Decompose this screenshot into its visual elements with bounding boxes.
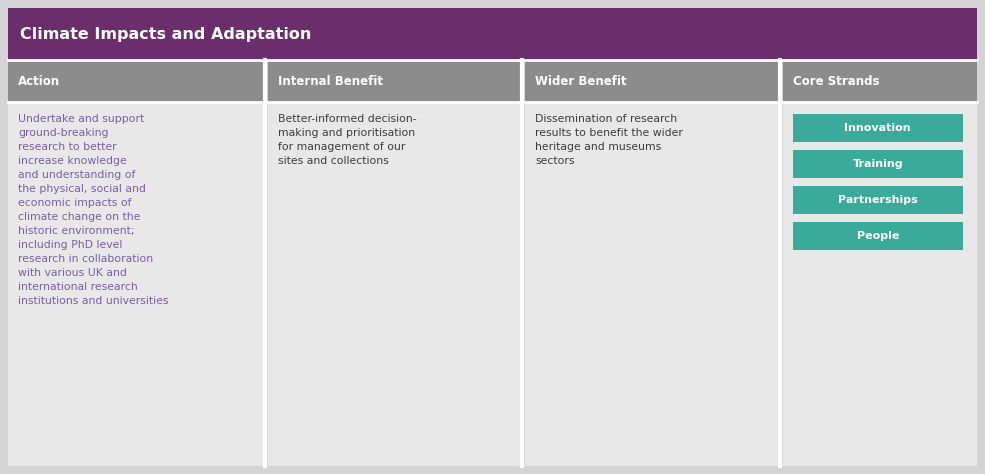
Text: Internal Benefit: Internal Benefit: [278, 74, 383, 88]
Bar: [793, 186, 963, 214]
Bar: [268, 102, 522, 466]
Bar: [793, 114, 963, 142]
Text: Better-informed decision-
making and prioritisation
for management of our
sites : Better-informed decision- making and pri…: [278, 114, 417, 166]
Text: Training: Training: [852, 159, 903, 169]
Text: Innovation: Innovation: [844, 123, 911, 133]
Bar: [783, 60, 977, 102]
Text: Core Strands: Core Strands: [793, 74, 879, 88]
Bar: [793, 222, 963, 250]
Text: Wider Benefit: Wider Benefit: [536, 74, 627, 88]
Text: Undertake and support
ground-breaking
research to better
increase knowledge
and : Undertake and support ground-breaking re…: [18, 114, 168, 306]
Bar: [783, 102, 977, 466]
Bar: [8, 8, 977, 60]
Text: Climate Impacts and Adaptation: Climate Impacts and Adaptation: [20, 27, 311, 42]
Text: Action: Action: [18, 74, 60, 88]
Bar: [8, 102, 265, 466]
Text: People: People: [857, 231, 899, 241]
Bar: [525, 102, 779, 466]
Text: Partnerships: Partnerships: [838, 195, 918, 205]
Bar: [793, 150, 963, 178]
Bar: [268, 60, 522, 102]
Bar: [525, 60, 779, 102]
Text: Dissemination of research
results to benefit the wider
heritage and museums
sect: Dissemination of research results to ben…: [536, 114, 684, 166]
Bar: [8, 60, 265, 102]
